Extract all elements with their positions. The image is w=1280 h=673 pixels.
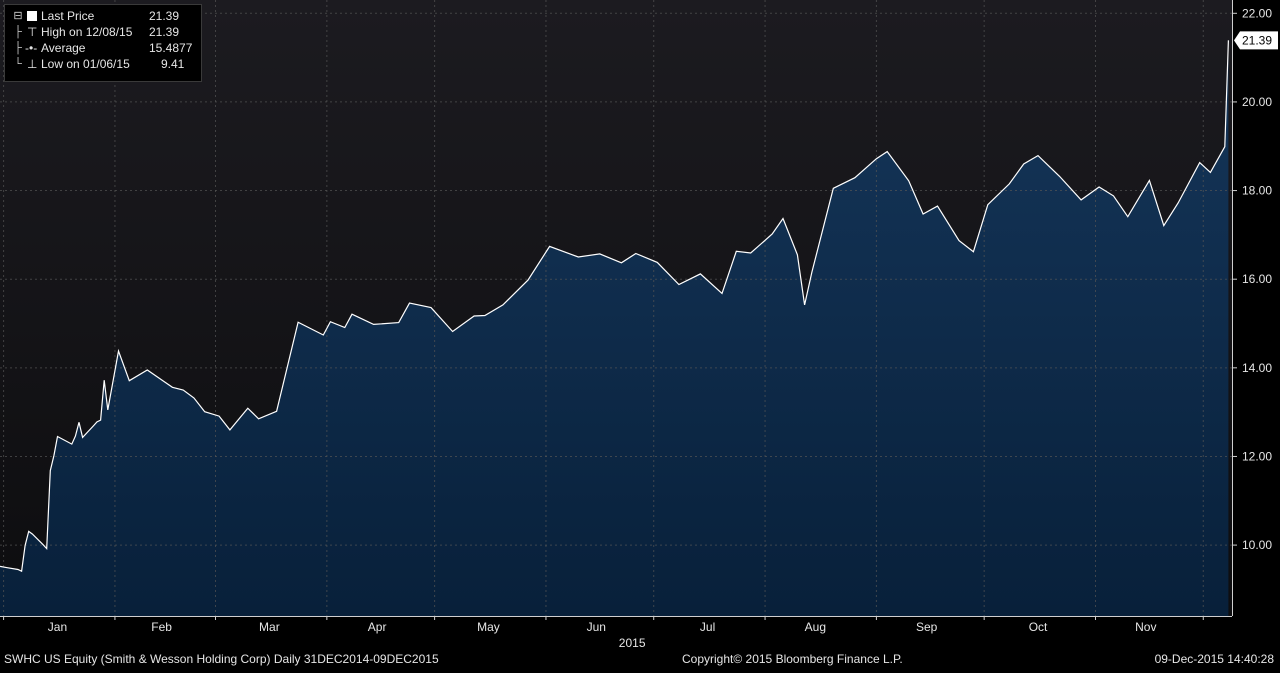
y-tick-label: 18.00 <box>1242 184 1272 198</box>
legend-average-label: Average <box>41 41 86 55</box>
legend-row-high: ├ ⊤ High on 12/08/15 21.39 <box>5 24 201 40</box>
legend-average-value: 15.4877 <box>149 41 193 55</box>
high-marker-icon: ⊤ <box>27 25 38 39</box>
legend-low-value: 9.41 <box>161 57 185 71</box>
x-tick-label: May <box>477 620 500 634</box>
last-price-tag-label: 21.39 <box>1242 33 1272 47</box>
average-marker-icon: -•- <box>25 41 38 55</box>
x-year-label: 2015 <box>619 636 646 650</box>
y-tick-label: 10.00 <box>1242 538 1272 552</box>
y-tick-label: 14.00 <box>1242 361 1272 375</box>
price-area <box>0 40 1229 617</box>
x-tick-label: Feb <box>151 620 172 634</box>
tree-branch-icon: ├ <box>14 26 22 38</box>
legend-row-average: ├ -•- Average 15.4877 <box>5 40 201 56</box>
legend-row-last-price: ⊟ Last Price 21.39 <box>5 8 201 24</box>
legend-low-label: Low on 01/06/15 <box>41 57 130 71</box>
tree-branch-icon: ├ <box>14 42 22 54</box>
low-marker-icon: ⊥ <box>27 57 38 71</box>
legend-row-low: └ ⊥ Low on 01/06/15 9.41 <box>5 56 201 72</box>
footer-security-info: SWHC US Equity (Smith & Wesson Holding C… <box>4 652 439 666</box>
y-tick-label: 16.00 <box>1242 272 1272 286</box>
last-price-swatch <box>27 11 37 21</box>
tree-end-icon: └ <box>14 58 22 70</box>
x-tick-label: Jul <box>700 620 715 634</box>
footer: SWHC US Equity (Smith & Wesson Holding C… <box>0 652 1280 668</box>
y-tick-label: 12.00 <box>1242 449 1272 463</box>
legend: ⊟ Last Price 21.39 ├ ⊤ High on 12/08/15 … <box>4 4 202 82</box>
y-tick-label: 20.00 <box>1242 95 1272 109</box>
x-tick-label: Nov <box>1135 620 1156 634</box>
x-tick-label: Aug <box>805 620 826 634</box>
x-tick-label: Jan <box>48 620 67 634</box>
collapse-icon[interactable]: ⊟ <box>13 10 23 22</box>
price-line <box>0 40 1229 573</box>
x-tick-label: Sep <box>916 620 938 634</box>
last-price-tag <box>1234 31 1278 50</box>
footer-timestamp: 09-Dec-2015 14:40:28 <box>1154 652 1274 666</box>
y-tick-label: 22.00 <box>1242 6 1272 20</box>
x-tick-label: Oct <box>1029 620 1048 634</box>
legend-last-price-label: Last Price <box>41 9 95 23</box>
x-tick-label: Jun <box>587 620 606 634</box>
x-tick-label: Mar <box>259 620 280 634</box>
footer-copyright: Copyright© 2015 Bloomberg Finance L.P. <box>682 652 903 666</box>
legend-last-price-value: 21.39 <box>149 9 180 23</box>
legend-high-label: High on 12/08/15 <box>41 25 133 39</box>
legend-high-value: 21.39 <box>149 25 180 39</box>
x-tick-label: Apr <box>368 620 387 634</box>
